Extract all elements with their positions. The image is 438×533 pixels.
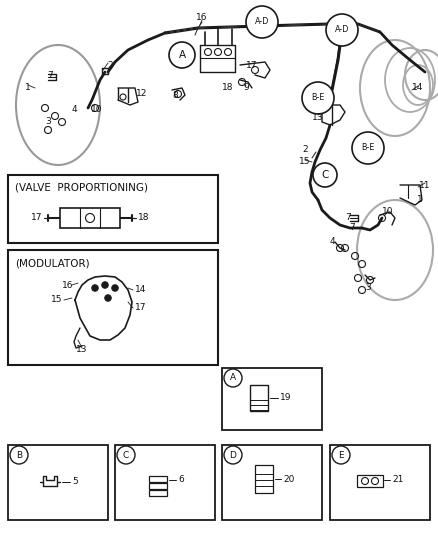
Text: 16: 16: [62, 280, 74, 289]
Text: 1: 1: [25, 84, 31, 93]
Text: 4: 4: [71, 106, 77, 115]
Text: 13: 13: [312, 114, 324, 123]
Circle shape: [92, 285, 98, 291]
FancyBboxPatch shape: [222, 445, 322, 520]
Text: 18: 18: [138, 214, 149, 222]
Text: 17: 17: [31, 214, 42, 222]
Text: A-D: A-D: [335, 26, 349, 35]
Text: 10: 10: [91, 106, 103, 115]
Text: 17: 17: [135, 303, 146, 312]
Text: 9: 9: [243, 84, 249, 93]
Text: 3: 3: [45, 117, 51, 126]
Text: (MODULATOR): (MODULATOR): [15, 258, 90, 268]
Text: 12: 12: [136, 88, 148, 98]
Circle shape: [332, 446, 350, 464]
Text: A: A: [178, 50, 186, 60]
Text: 18: 18: [222, 84, 234, 93]
Text: 2: 2: [302, 146, 308, 155]
Text: B-E: B-E: [311, 93, 325, 102]
Text: 7: 7: [47, 71, 53, 80]
Text: 2: 2: [107, 61, 113, 69]
Circle shape: [10, 446, 28, 464]
FancyBboxPatch shape: [330, 445, 430, 520]
Text: B: B: [16, 450, 22, 459]
Text: A: A: [230, 374, 236, 383]
FancyBboxPatch shape: [8, 250, 218, 365]
Text: 10: 10: [382, 207, 394, 216]
Text: A-D: A-D: [255, 18, 269, 27]
Circle shape: [326, 14, 358, 46]
Text: 7: 7: [349, 223, 355, 232]
Text: 11: 11: [419, 181, 431, 190]
Text: 5: 5: [72, 478, 78, 487]
FancyBboxPatch shape: [149, 483, 167, 489]
Text: D: D: [230, 450, 237, 459]
Text: 6: 6: [178, 475, 184, 484]
Text: 8: 8: [172, 91, 178, 100]
Text: 14: 14: [135, 286, 146, 295]
Text: 15: 15: [299, 157, 311, 166]
Text: 7: 7: [345, 214, 351, 222]
FancyBboxPatch shape: [222, 368, 322, 430]
Circle shape: [246, 6, 278, 38]
Circle shape: [112, 285, 118, 291]
FancyBboxPatch shape: [149, 476, 167, 482]
Text: 4: 4: [329, 238, 335, 246]
Text: 13: 13: [76, 345, 88, 354]
FancyBboxPatch shape: [357, 475, 383, 487]
FancyBboxPatch shape: [60, 208, 120, 228]
Circle shape: [117, 446, 135, 464]
Text: 16: 16: [196, 13, 208, 22]
Text: 19: 19: [280, 393, 292, 402]
Circle shape: [224, 446, 242, 464]
Text: 1: 1: [417, 196, 423, 205]
Circle shape: [224, 369, 242, 387]
Text: E: E: [338, 450, 344, 459]
Text: C: C: [123, 450, 129, 459]
Text: 15: 15: [50, 295, 62, 304]
FancyBboxPatch shape: [250, 385, 268, 411]
FancyBboxPatch shape: [149, 490, 167, 496]
FancyBboxPatch shape: [115, 445, 215, 520]
Text: C: C: [321, 170, 328, 180]
Text: 3: 3: [365, 284, 371, 293]
FancyBboxPatch shape: [8, 445, 108, 520]
Text: 14: 14: [412, 84, 424, 93]
Text: (VALVE  PROPORTIONING): (VALVE PROPORTIONING): [15, 183, 148, 193]
Circle shape: [105, 295, 111, 301]
Circle shape: [302, 82, 334, 114]
Circle shape: [102, 282, 108, 288]
Circle shape: [313, 163, 337, 187]
Circle shape: [169, 42, 195, 68]
Text: 17: 17: [246, 61, 258, 69]
Text: B-E: B-E: [361, 143, 374, 152]
FancyBboxPatch shape: [255, 465, 273, 493]
Text: 21: 21: [392, 475, 403, 484]
Circle shape: [352, 132, 384, 164]
FancyBboxPatch shape: [8, 175, 218, 243]
Text: 20: 20: [283, 474, 294, 483]
